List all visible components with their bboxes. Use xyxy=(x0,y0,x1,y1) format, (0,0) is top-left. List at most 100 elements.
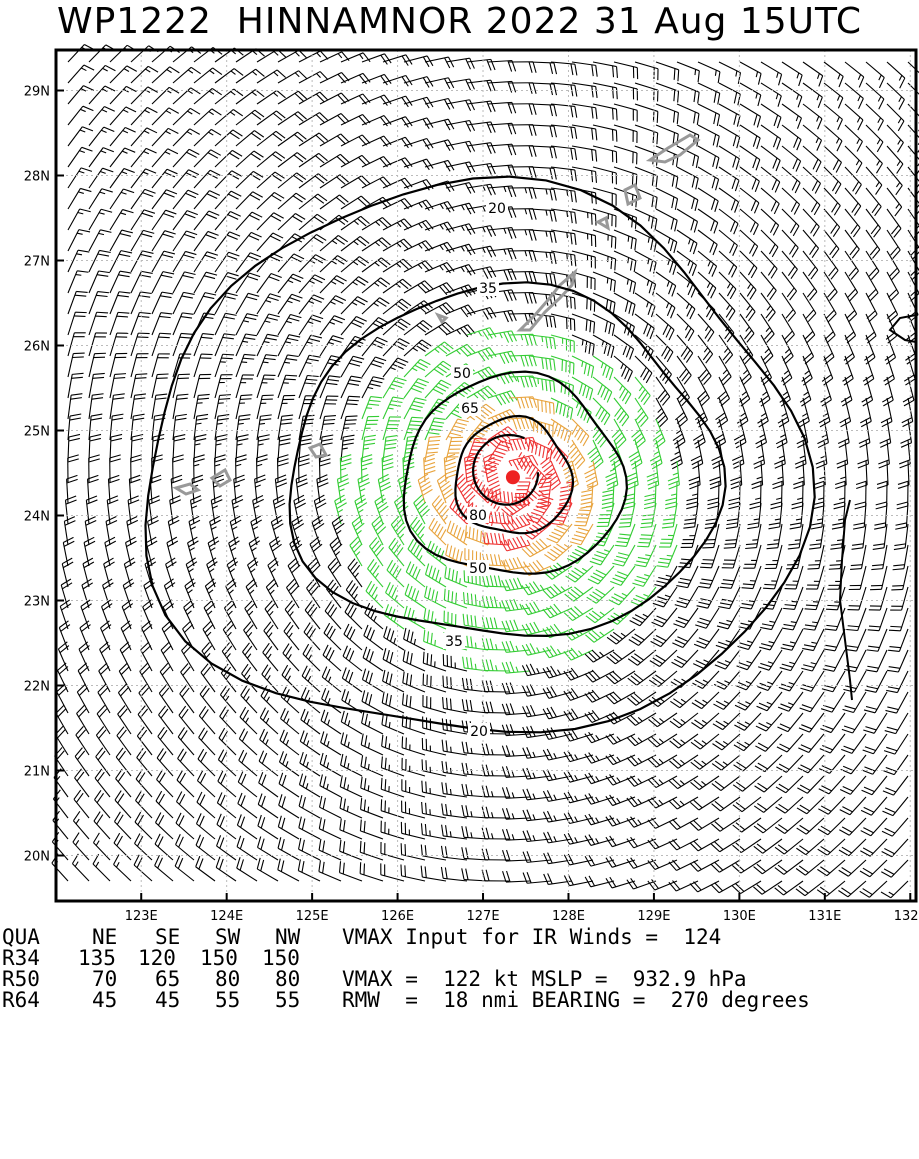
wind-barb xyxy=(488,331,516,343)
wind-barb xyxy=(467,386,496,400)
wind-barb xyxy=(882,797,908,816)
wind-barb xyxy=(574,503,593,526)
wind-barb xyxy=(648,797,677,808)
wind-barb xyxy=(68,188,91,209)
wind-barb xyxy=(131,189,156,209)
wind-barb xyxy=(173,231,197,251)
wind-barb xyxy=(635,272,656,295)
wind-barb xyxy=(236,354,256,377)
wind-barb xyxy=(447,521,467,545)
wind-barb xyxy=(68,168,92,188)
wind-barb xyxy=(258,815,278,839)
wind-barb xyxy=(719,251,737,277)
wind-barb xyxy=(215,171,242,188)
wind-barb xyxy=(321,710,341,734)
wind-barb xyxy=(882,818,908,836)
wind-barb xyxy=(805,587,824,610)
wind-barb xyxy=(322,688,341,713)
lat-label: 22N xyxy=(24,680,50,695)
wind-barb xyxy=(278,837,299,860)
wind-barb xyxy=(89,271,110,293)
wind-barb xyxy=(567,545,593,563)
wind-barb xyxy=(183,621,194,650)
wind-barb xyxy=(887,104,904,131)
wind-barb xyxy=(361,755,383,776)
wind-barb xyxy=(68,250,89,272)
wind-barb xyxy=(131,169,156,188)
wind-barb xyxy=(656,272,676,296)
wind-barb xyxy=(803,125,822,151)
wind-barb xyxy=(694,629,719,648)
wind-barb xyxy=(330,537,342,566)
wind-barb xyxy=(257,375,275,398)
wind-barb xyxy=(173,170,199,188)
wind-barb xyxy=(341,711,362,734)
wind-barb xyxy=(429,518,446,545)
wind-barb xyxy=(246,579,257,608)
wind-barb xyxy=(656,167,678,188)
wind-barb xyxy=(280,730,299,755)
quadrant-se-header: SE xyxy=(155,927,180,948)
wind-barb xyxy=(426,564,446,587)
wind-barb xyxy=(653,587,677,607)
lat-label: 25N xyxy=(24,425,50,440)
wind-barb xyxy=(383,670,404,692)
wind-barb xyxy=(698,125,719,147)
wind-barb xyxy=(501,513,534,532)
wind-barb xyxy=(260,729,278,755)
wind-barb xyxy=(782,104,801,129)
wind-barb xyxy=(362,712,383,734)
island-outline xyxy=(598,218,608,228)
wind-barb xyxy=(700,545,719,568)
wind-barb xyxy=(698,293,715,320)
wind-barb xyxy=(99,663,110,692)
wind-barb xyxy=(698,62,720,83)
wind-barbs-layer xyxy=(52,44,919,897)
wind-barb xyxy=(715,650,740,669)
wind-barb xyxy=(570,524,593,545)
wind-barb xyxy=(483,532,509,545)
wind-barb xyxy=(758,650,782,670)
wind-barb xyxy=(677,209,697,232)
wind-barb xyxy=(320,296,346,314)
wind-barb xyxy=(288,558,300,587)
wind-barb xyxy=(340,861,362,881)
wind-barb xyxy=(781,629,803,650)
wind-barb xyxy=(321,731,341,755)
wind-barb xyxy=(782,608,803,630)
wind-barb xyxy=(249,537,260,566)
wind-barb xyxy=(237,857,257,881)
wind-barb xyxy=(803,104,822,129)
wind-barb xyxy=(719,83,740,105)
wind-barb xyxy=(110,189,134,209)
storm-statistics-table: QUA NE SE SW NW VMAX Input for IR Winds … xyxy=(0,925,919,1014)
wind-barb xyxy=(258,837,278,860)
wind-barb xyxy=(268,558,278,587)
quadrant-nw-header: NW xyxy=(275,927,300,948)
wind-barb xyxy=(322,667,341,692)
wind-barb xyxy=(173,190,198,209)
wind-barb xyxy=(845,629,866,651)
wind-barb xyxy=(68,312,87,335)
wind-barb xyxy=(740,188,759,213)
wind-barb xyxy=(89,107,115,125)
wind-barb xyxy=(763,566,782,589)
wind-barb xyxy=(883,755,908,775)
wind-barb xyxy=(424,608,446,629)
wind-barb xyxy=(194,293,216,314)
row-label: R50 xyxy=(2,969,40,990)
wind-barb xyxy=(467,59,495,70)
wind-barb xyxy=(698,566,719,588)
wind-barb xyxy=(156,791,173,818)
wind-barb xyxy=(669,818,698,829)
wind-barb xyxy=(384,626,404,650)
wind-barb xyxy=(68,65,94,83)
wind-barb xyxy=(602,482,614,508)
vmax-input-info: VMAX Input for IR Winds = 124 xyxy=(342,927,721,948)
wind-barb xyxy=(404,398,426,419)
wind-barb xyxy=(776,755,803,772)
lon-label: 129E xyxy=(637,909,670,924)
wind-barb xyxy=(635,209,657,230)
wind-barb xyxy=(303,644,320,671)
quadrant-ne-header: NE xyxy=(92,927,117,948)
